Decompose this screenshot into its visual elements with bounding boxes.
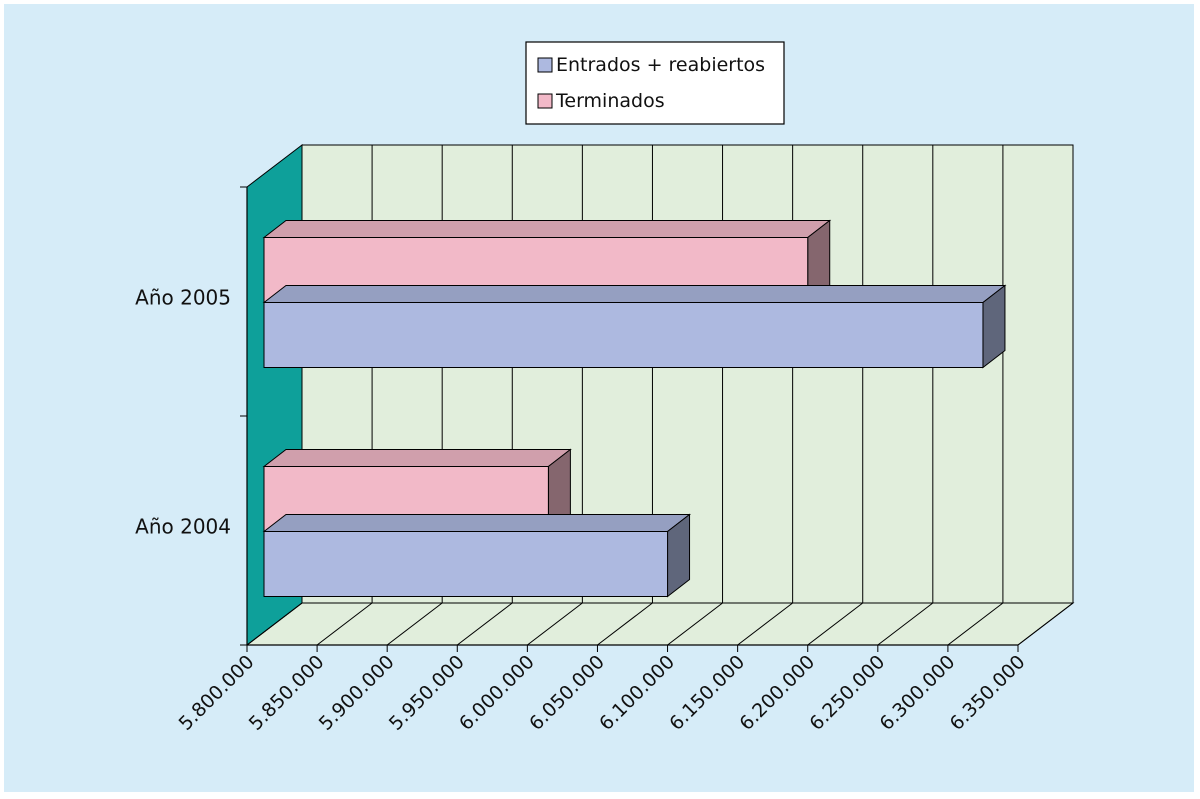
x-tick-labels: 5.800.0005.850.0005.900.0005.950.0006.00… bbox=[175, 651, 1030, 735]
legend-box bbox=[525, 41, 785, 125]
floor-gridline bbox=[947, 602, 1004, 646]
x-tick-label: 6.100.000 bbox=[595, 651, 679, 735]
bar-top-face bbox=[262, 220, 832, 238]
bar-front-face bbox=[263, 302, 984, 368]
x-tick-label: 5.850.000 bbox=[245, 651, 329, 735]
x-tick-label: 5.800.000 bbox=[175, 651, 259, 735]
bar-top-face bbox=[262, 285, 1007, 303]
y-category-label: Año 2004 bbox=[135, 515, 231, 539]
x-tick-label: 6.200.000 bbox=[735, 651, 819, 735]
x-tick-label: 6.000.000 bbox=[455, 651, 539, 735]
y-tick-labels: Año 2004 Año 2005 bbox=[135, 286, 231, 539]
legend-label: Terminados bbox=[555, 90, 665, 112]
floor-gridline bbox=[316, 602, 373, 646]
floor-gridline bbox=[527, 602, 583, 646]
floor-gridline bbox=[456, 602, 513, 646]
chart-frame: 5.800.000 5.850.000 5.900.000 5.950.000 6.00… bbox=[4, 4, 1194, 792]
y-category-label: Año 2005 bbox=[135, 286, 231, 310]
floor-gridline bbox=[1017, 602, 1074, 646]
bar-top-face bbox=[262, 514, 692, 532]
bar-entrados bbox=[262, 513, 692, 598]
x-tick-label: 6.250.000 bbox=[805, 651, 889, 735]
floor-gridline bbox=[246, 602, 303, 646]
x-tick-label: 6.300.000 bbox=[876, 651, 960, 735]
bar-front-face bbox=[263, 531, 669, 597]
x-tick-label: 6.150.000 bbox=[665, 651, 749, 735]
floor bbox=[245, 602, 1075, 646]
floor-gridline bbox=[737, 602, 793, 646]
x-tick-label: 6.350.000 bbox=[946, 651, 1030, 735]
bar-entrados bbox=[262, 284, 1007, 369]
floor-gridline bbox=[597, 602, 653, 646]
floor-gridline bbox=[386, 602, 443, 646]
legend: Entrados + reabiertos Terminados bbox=[525, 41, 785, 125]
legend-swatch bbox=[537, 57, 553, 73]
x-tick-label: 6.050.000 bbox=[525, 651, 609, 735]
floor-gridline bbox=[667, 602, 723, 646]
bar-top-face bbox=[262, 449, 572, 467]
bars bbox=[262, 219, 1007, 598]
floor-gridline bbox=[807, 602, 864, 646]
x-tick-label: 5.900.000 bbox=[315, 651, 399, 735]
x-tick-label: 5.950.000 bbox=[385, 651, 469, 735]
legend-label: Entrados + reabiertos bbox=[556, 54, 765, 76]
chart-svg: 5.800.0005.850.0005.900.0005.950.0006.00… bbox=[135, 41, 1075, 735]
axes bbox=[240, 186, 1019, 652]
floor-gridline bbox=[877, 602, 934, 646]
legend-swatch bbox=[537, 93, 553, 109]
